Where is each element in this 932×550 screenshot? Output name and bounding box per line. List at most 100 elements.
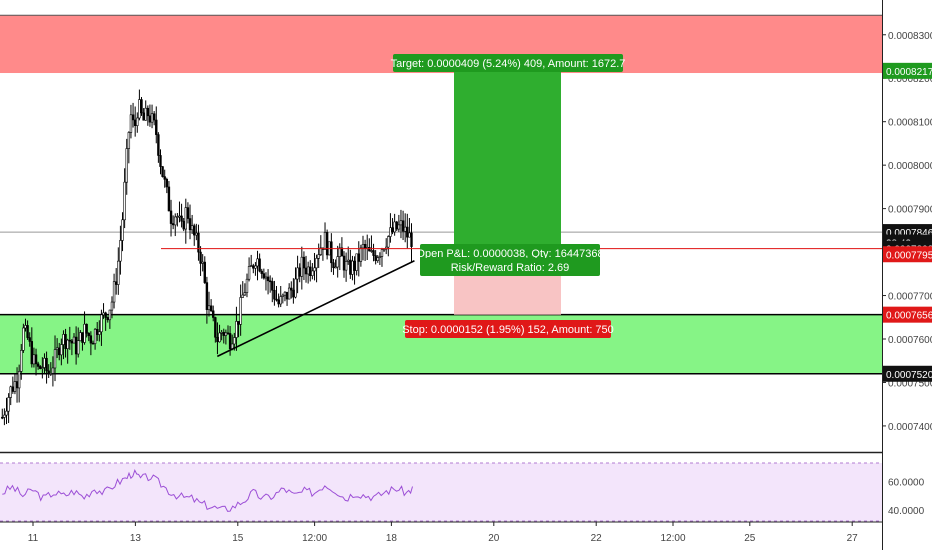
- candle-body: [252, 265, 255, 269]
- candle-body: [368, 247, 371, 252]
- candle-body: [152, 113, 156, 121]
- candle-body: [205, 282, 209, 310]
- candle-body: [222, 332, 225, 336]
- candle-body: [309, 266, 312, 276]
- candle-body: [87, 332, 90, 337]
- stop-label[interactable]: Stop: 0.0000152 (1.95%) 152, Amount: 750: [402, 320, 614, 338]
- candle-body: [266, 276, 270, 282]
- candle-body: [17, 371, 21, 389]
- candle-body: [353, 260, 356, 271]
- ratio-label-bg: [420, 258, 600, 276]
- candle-body: [91, 342, 95, 345]
- candle-body: [203, 261, 206, 283]
- target-label-bg: [393, 54, 623, 72]
- candle-body: [214, 317, 217, 338]
- candle-body: [159, 155, 162, 167]
- candle-body: [397, 224, 401, 230]
- long-position-tool[interactable]: Target: 0.0000409 (5.24%) 409, Amount: 1…: [161, 54, 882, 338]
- candle-body: [387, 236, 390, 248]
- candle-body: [169, 210, 173, 224]
- ascending-trendline[interactable]: [216, 260, 415, 358]
- candle-body: [290, 287, 293, 291]
- candle-body: [235, 321, 238, 338]
- candle-body: [406, 226, 409, 238]
- candle-body: [349, 259, 352, 275]
- candle-body: [376, 257, 379, 261]
- price-badge-bg: [883, 246, 932, 263]
- stop-label-text: Stop: 0.0000152 (1.95%) 152, Amount: 750: [402, 324, 614, 336]
- pnl-label[interactable]: Open P&L: 0.0000038, Qty: 16447368: [416, 244, 604, 262]
- candle-body: [241, 294, 244, 298]
- candle-body: [273, 289, 276, 300]
- price-axis[interactable]: 0.0008300 0.0008200 0.0008100 0.0008000 0.00…: [882, 0, 932, 550]
- candle-body: [296, 267, 299, 280]
- price-badge-text: 0.0007846: [886, 228, 932, 239]
- candle-body: [30, 341, 34, 365]
- candle-body: [260, 270, 263, 274]
- candle-body: [85, 323, 88, 334]
- target-label[interactable]: Target: 0.0000409 (5.24%) 409, Amount: 1…: [391, 54, 626, 72]
- rsi-pane[interactable]: [0, 462, 882, 522]
- y-tick-label: 0.0008300: [888, 31, 932, 42]
- y-tick-label: 0.0008200: [888, 74, 932, 85]
- candle-body: [180, 215, 183, 222]
- candle-body: [165, 179, 169, 188]
- candle-body: [338, 247, 341, 257]
- candle-body: [207, 305, 211, 310]
- candle-body: [142, 112, 145, 121]
- candle-body: [104, 312, 107, 318]
- candle-body: [178, 215, 181, 218]
- candle-body: [300, 256, 304, 277]
- candle-body: [58, 347, 61, 356]
- candle-body: [55, 347, 59, 350]
- candle-body: [117, 260, 120, 285]
- time-axis[interactable]: 11 13 15 12:00 18 20 22 12:00 25 27: [0, 521, 882, 544]
- candle-body: [1, 416, 4, 419]
- candle-body: [60, 344, 63, 356]
- price-badge: 0.0007656: [883, 306, 932, 323]
- candle-body: [323, 232, 327, 250]
- candle-body: [209, 305, 213, 312]
- rsi-tick-label: 60.0000: [888, 477, 925, 488]
- candle-body: [268, 280, 272, 283]
- price-badge-text: 0.0007795: [886, 250, 932, 261]
- candle-body: [96, 328, 99, 335]
- candle-body: [355, 253, 358, 271]
- candle-body: [148, 115, 152, 123]
- candle-body: [182, 220, 185, 230]
- candle-body: [186, 207, 190, 219]
- candle-body: [304, 267, 308, 275]
- candle-body: [342, 255, 346, 271]
- candle-body: [351, 260, 354, 275]
- candle-body: [53, 349, 57, 369]
- candle-body: [83, 323, 86, 343]
- candle-body: [93, 328, 97, 344]
- price-badge: 0.0008217: [883, 62, 932, 79]
- ratio-label[interactable]: Risk/Reward Ratio: 2.69: [420, 258, 600, 276]
- price-badge-bg: [883, 62, 932, 79]
- candle-body: [332, 262, 335, 268]
- price-pane[interactable]: [0, 14, 882, 454]
- candle-body: [220, 332, 223, 334]
- candle-body: [125, 148, 128, 183]
- candle-body: [408, 232, 411, 238]
- candle-body: [243, 292, 247, 296]
- candle-body: [313, 267, 316, 272]
- candle-body: [233, 337, 236, 345]
- candle-body: [226, 332, 230, 335]
- candle-body: [110, 301, 114, 311]
- target-box[interactable]: [454, 70, 561, 249]
- candle-body: [98, 331, 101, 335]
- candle-body: [7, 397, 10, 412]
- x-tick-label: 20: [488, 533, 500, 544]
- candle-body: [74, 336, 78, 355]
- candle-body: [108, 309, 112, 321]
- candle-body: [150, 113, 154, 123]
- candle-body: [167, 186, 171, 212]
- y-tick-label: 0.0007600: [888, 335, 932, 346]
- candle-body: [51, 367, 55, 374]
- rsi-line[interactable]: [2, 469, 413, 512]
- candle-body: [212, 310, 215, 318]
